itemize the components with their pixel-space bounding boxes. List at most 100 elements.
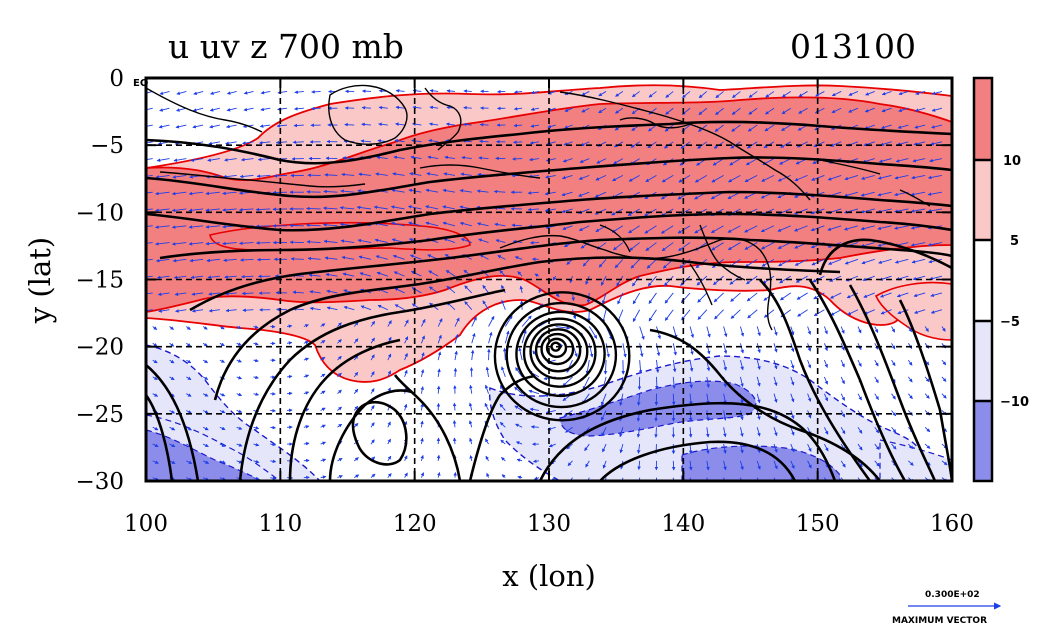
wind-vector (303, 357, 310, 362)
wind-vector (341, 172, 355, 177)
wind-vector (706, 477, 709, 481)
colorbar-segment-neutral (974, 240, 992, 321)
wind-vector (172, 258, 187, 263)
wind-vector (874, 393, 879, 400)
wind-vector (671, 460, 676, 471)
wind-vector (155, 258, 170, 263)
cyclone-contour (545, 337, 568, 359)
x-tick-label: 140 (661, 511, 705, 537)
wind-vector (277, 107, 288, 111)
wind-vector (223, 258, 237, 263)
wind-vector (501, 299, 506, 310)
wind-vector (270, 476, 277, 480)
y-tick-label: −15 (75, 268, 124, 294)
wind-vector (387, 353, 392, 361)
wind-vector (376, 271, 388, 277)
wind-vector (387, 473, 392, 478)
wind-vector (823, 359, 828, 368)
wind-vector (584, 443, 590, 452)
wind-vector (152, 426, 159, 431)
wind-vector (323, 239, 338, 244)
wind-vector (545, 410, 556, 414)
wind-vector (714, 309, 724, 320)
wind-vector (561, 174, 573, 180)
wind-vector (260, 107, 271, 112)
wind-vector (521, 329, 527, 344)
wind-vector (715, 107, 724, 115)
wind-vector (794, 225, 808, 232)
wind-vector (907, 376, 913, 383)
wind-vector (192, 107, 204, 112)
wind-vector (672, 343, 677, 356)
wind-vector (202, 342, 208, 347)
wind-vector (661, 175, 674, 183)
wind-vector (779, 275, 792, 284)
wind-vector (874, 460, 880, 467)
wind-vector (616, 275, 624, 287)
wind-vector (880, 292, 892, 298)
wind-vector (678, 175, 691, 183)
wind-vector (470, 349, 475, 361)
wind-vector (914, 124, 926, 129)
wind-vector (688, 444, 693, 455)
wind-vector (340, 239, 355, 244)
coastline-sumatra (146, 87, 263, 133)
wind-vector (739, 443, 744, 454)
wind-vector (777, 242, 791, 249)
wind-vector (790, 343, 795, 353)
wind-vector (552, 275, 557, 281)
wind-vector (739, 410, 744, 421)
coastline-timor (419, 164, 541, 179)
wind-vector (270, 442, 277, 447)
wind-vector (226, 107, 237, 112)
wind-vector (857, 393, 862, 401)
wind-vector (420, 420, 424, 428)
wind-vector (375, 255, 388, 260)
wind-vector (632, 275, 641, 287)
wind-vector (173, 275, 187, 280)
wind-vector (208, 292, 220, 296)
wind-vector (927, 208, 943, 213)
wind-vector (207, 158, 220, 162)
wind-vector (840, 343, 845, 351)
wind-vector (794, 258, 808, 266)
wind-vector (815, 91, 825, 97)
wind-vector (437, 334, 442, 344)
wind-vector (410, 270, 422, 277)
wind-vector (146, 242, 153, 244)
wind-vector (637, 393, 641, 406)
wind-vector (907, 326, 912, 333)
wind-vector (894, 225, 909, 230)
colorbar-label: 5 (1010, 234, 1019, 249)
wind-vector (601, 292, 607, 305)
wind-vector (152, 359, 158, 364)
wind-vector (169, 376, 175, 381)
wind-vector (270, 459, 277, 464)
wind-vector (813, 309, 825, 317)
wind-vector (359, 272, 372, 277)
wind-vector (169, 410, 176, 414)
wind-vector (914, 107, 926, 112)
cyclone-contour (540, 332, 575, 366)
wind-vector (393, 271, 405, 277)
chart-title: u uv z 700 mb (168, 27, 404, 66)
wind-vector (941, 326, 946, 332)
coastline-australia (499, 234, 773, 331)
wind-vector (706, 460, 710, 471)
wind-vector (645, 175, 657, 183)
wind-vector (823, 376, 828, 385)
westerly-region-bottom (681, 445, 841, 481)
wind-vector (360, 305, 372, 311)
wind-vector (930, 292, 943, 297)
colorbar-label: 10 (1003, 154, 1021, 169)
wind-vector (665, 91, 674, 98)
wind-vector (579, 158, 590, 163)
wind-vector (404, 352, 408, 361)
wind-vector (190, 158, 204, 162)
wind-vector (404, 336, 409, 344)
cyclone-contour (522, 317, 597, 388)
wind-vector (253, 426, 260, 430)
wind-vector (255, 207, 271, 212)
wind-vector (622, 343, 627, 358)
wind-vector (794, 174, 808, 182)
